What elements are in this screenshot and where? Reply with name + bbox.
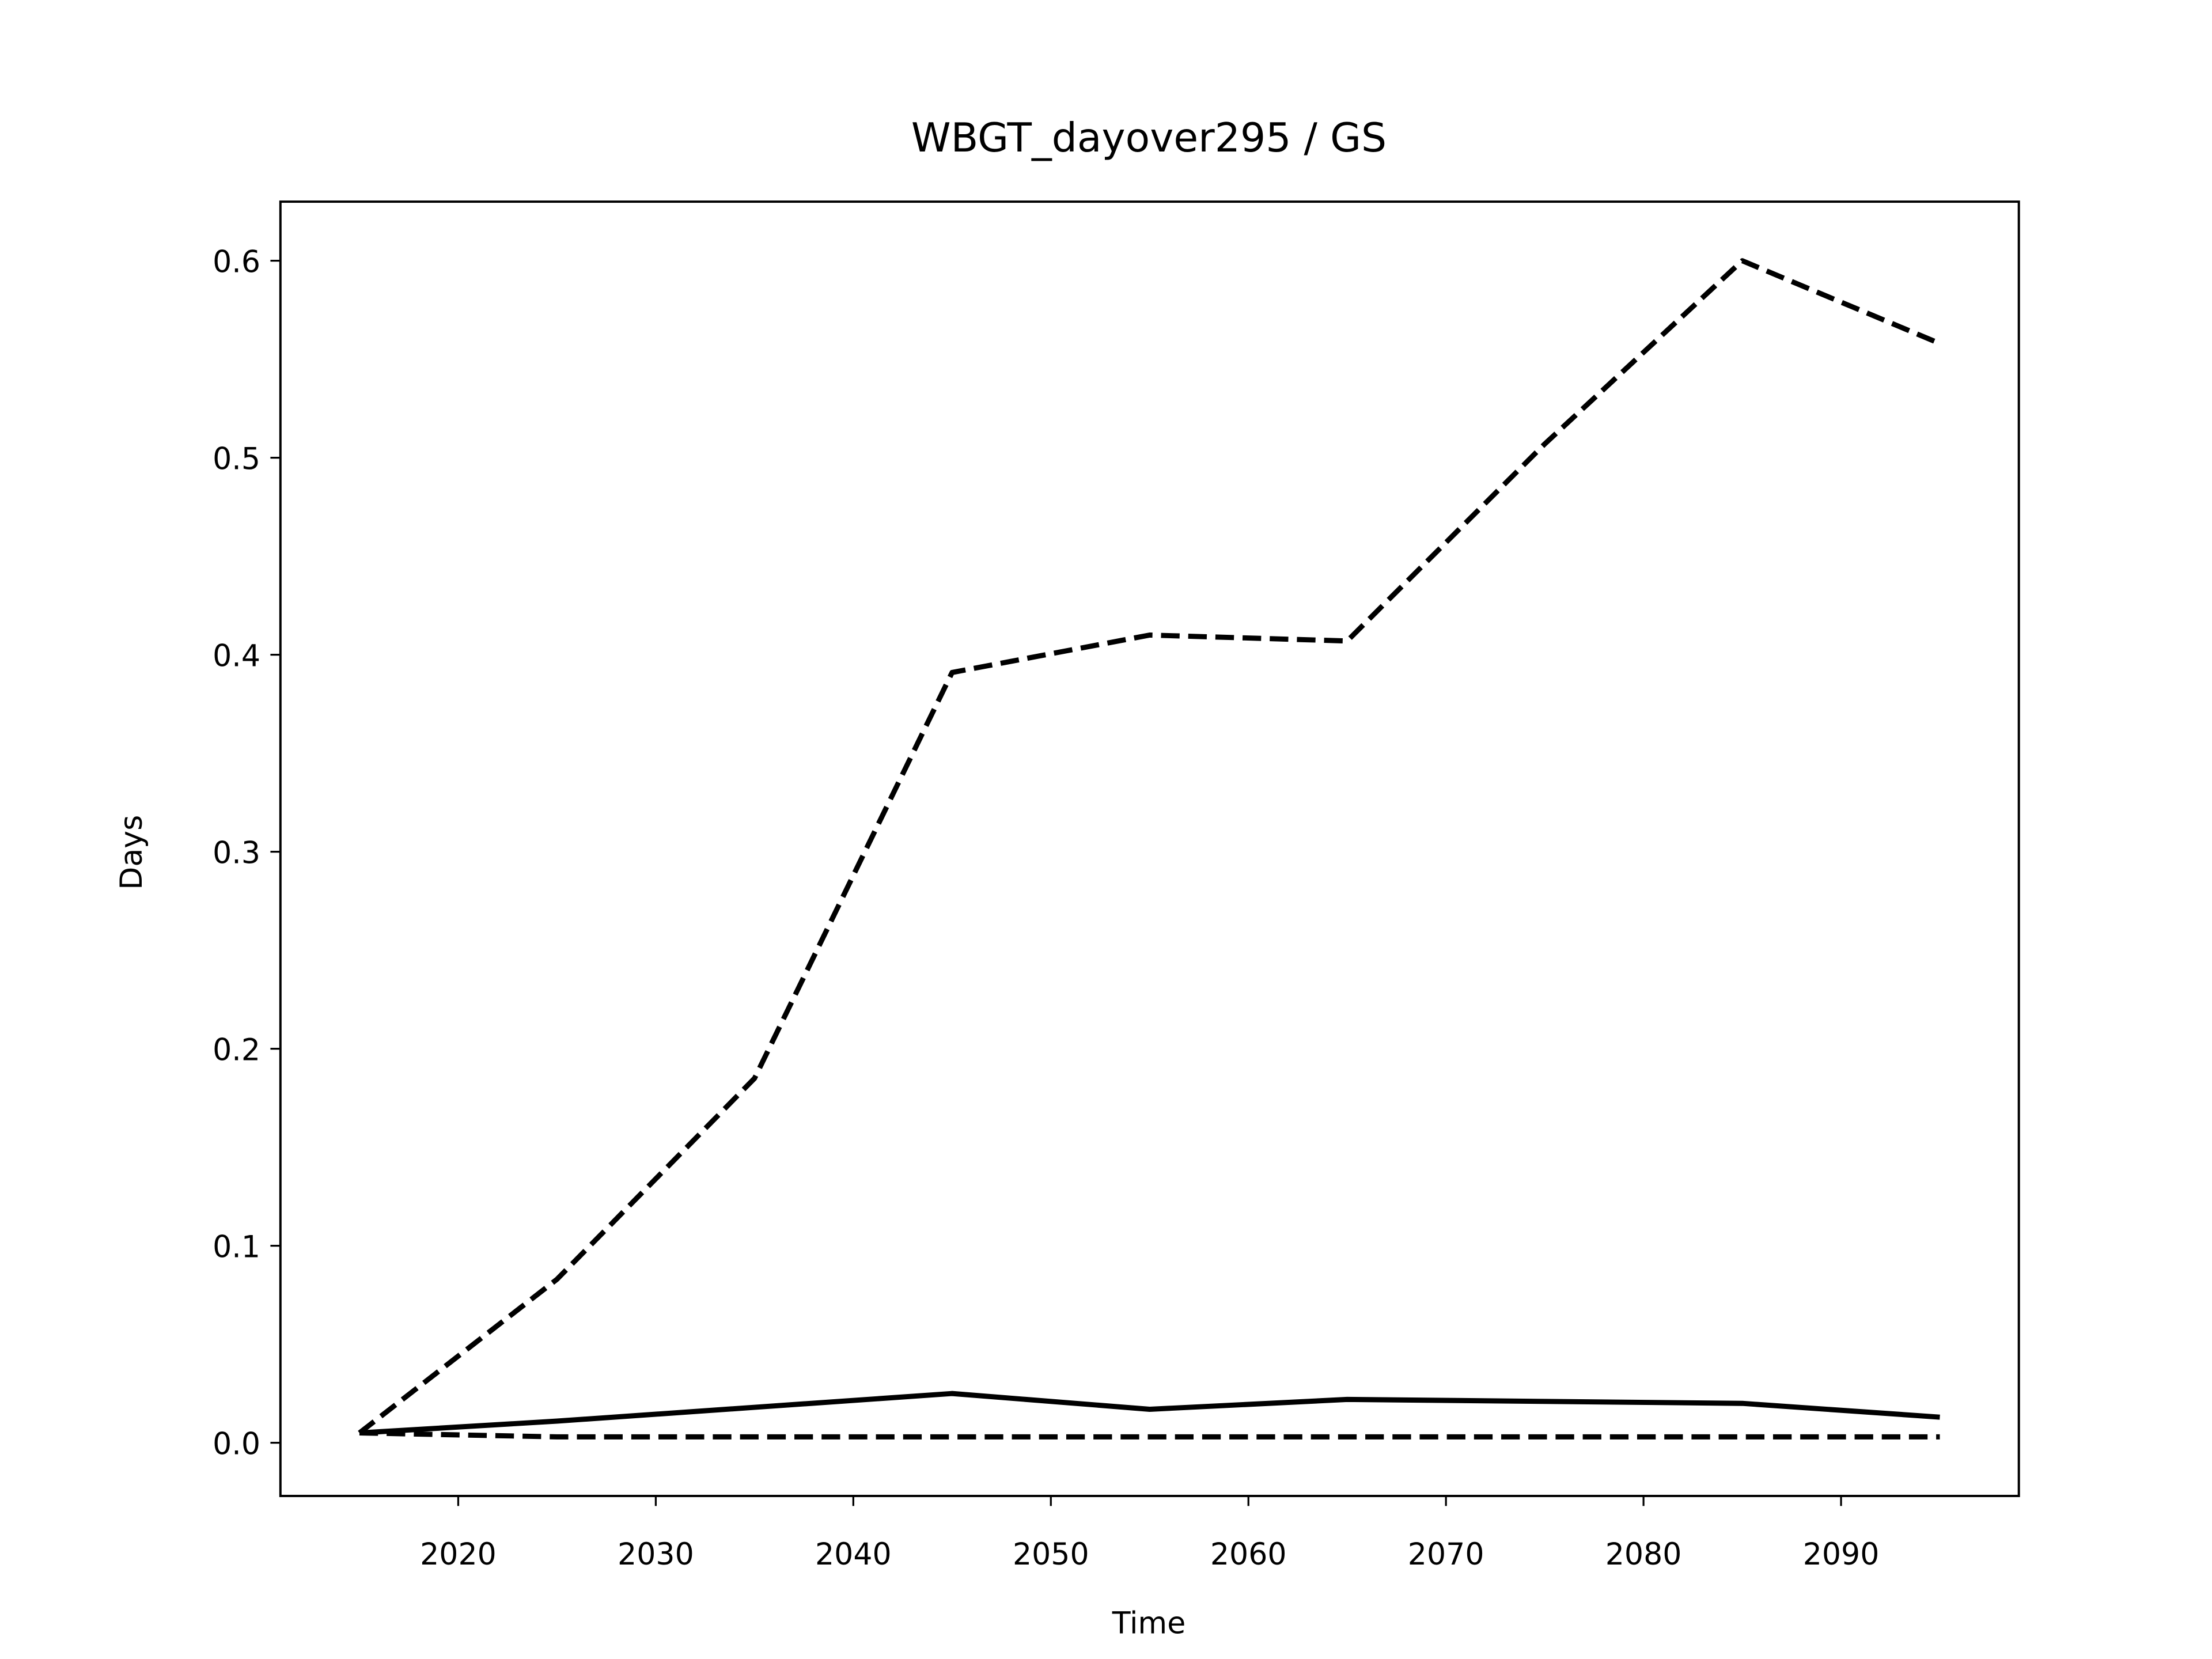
plot-frame [279,200,2020,1497]
y-axis-label: Days [115,815,149,890]
y-tick-label: 0.5 [213,442,260,477]
chart-title: WBGT_dayover295 / GS [911,115,1387,161]
y-tick-label: 0.1 [213,1230,260,1265]
x-tick-label: 2020 [420,1537,497,1572]
y-tick-label: 0.3 [213,836,260,871]
y-tick-label: 0.2 [213,1033,260,1068]
x-tick-label: 2090 [1803,1537,1880,1572]
x-tick-label: 2030 [618,1537,694,1572]
x-axis-label: Time [1112,1606,1186,1641]
series-line [359,1391,1940,1435]
y-tick-label: 0.6 [213,245,260,280]
x-tick-label: 2040 [815,1537,892,1572]
x-tick-label: 2050 [1013,1537,1089,1572]
x-tick-label: 2060 [1210,1537,1287,1572]
y-tick-label: 0.0 [213,1427,260,1461]
x-tick-label: 2080 [1605,1537,1682,1572]
series-line [358,258,1941,1435]
series-line [359,1430,1940,1440]
y-tick-label: 0.4 [213,639,260,674]
x-tick-label: 2070 [1408,1537,1484,1572]
